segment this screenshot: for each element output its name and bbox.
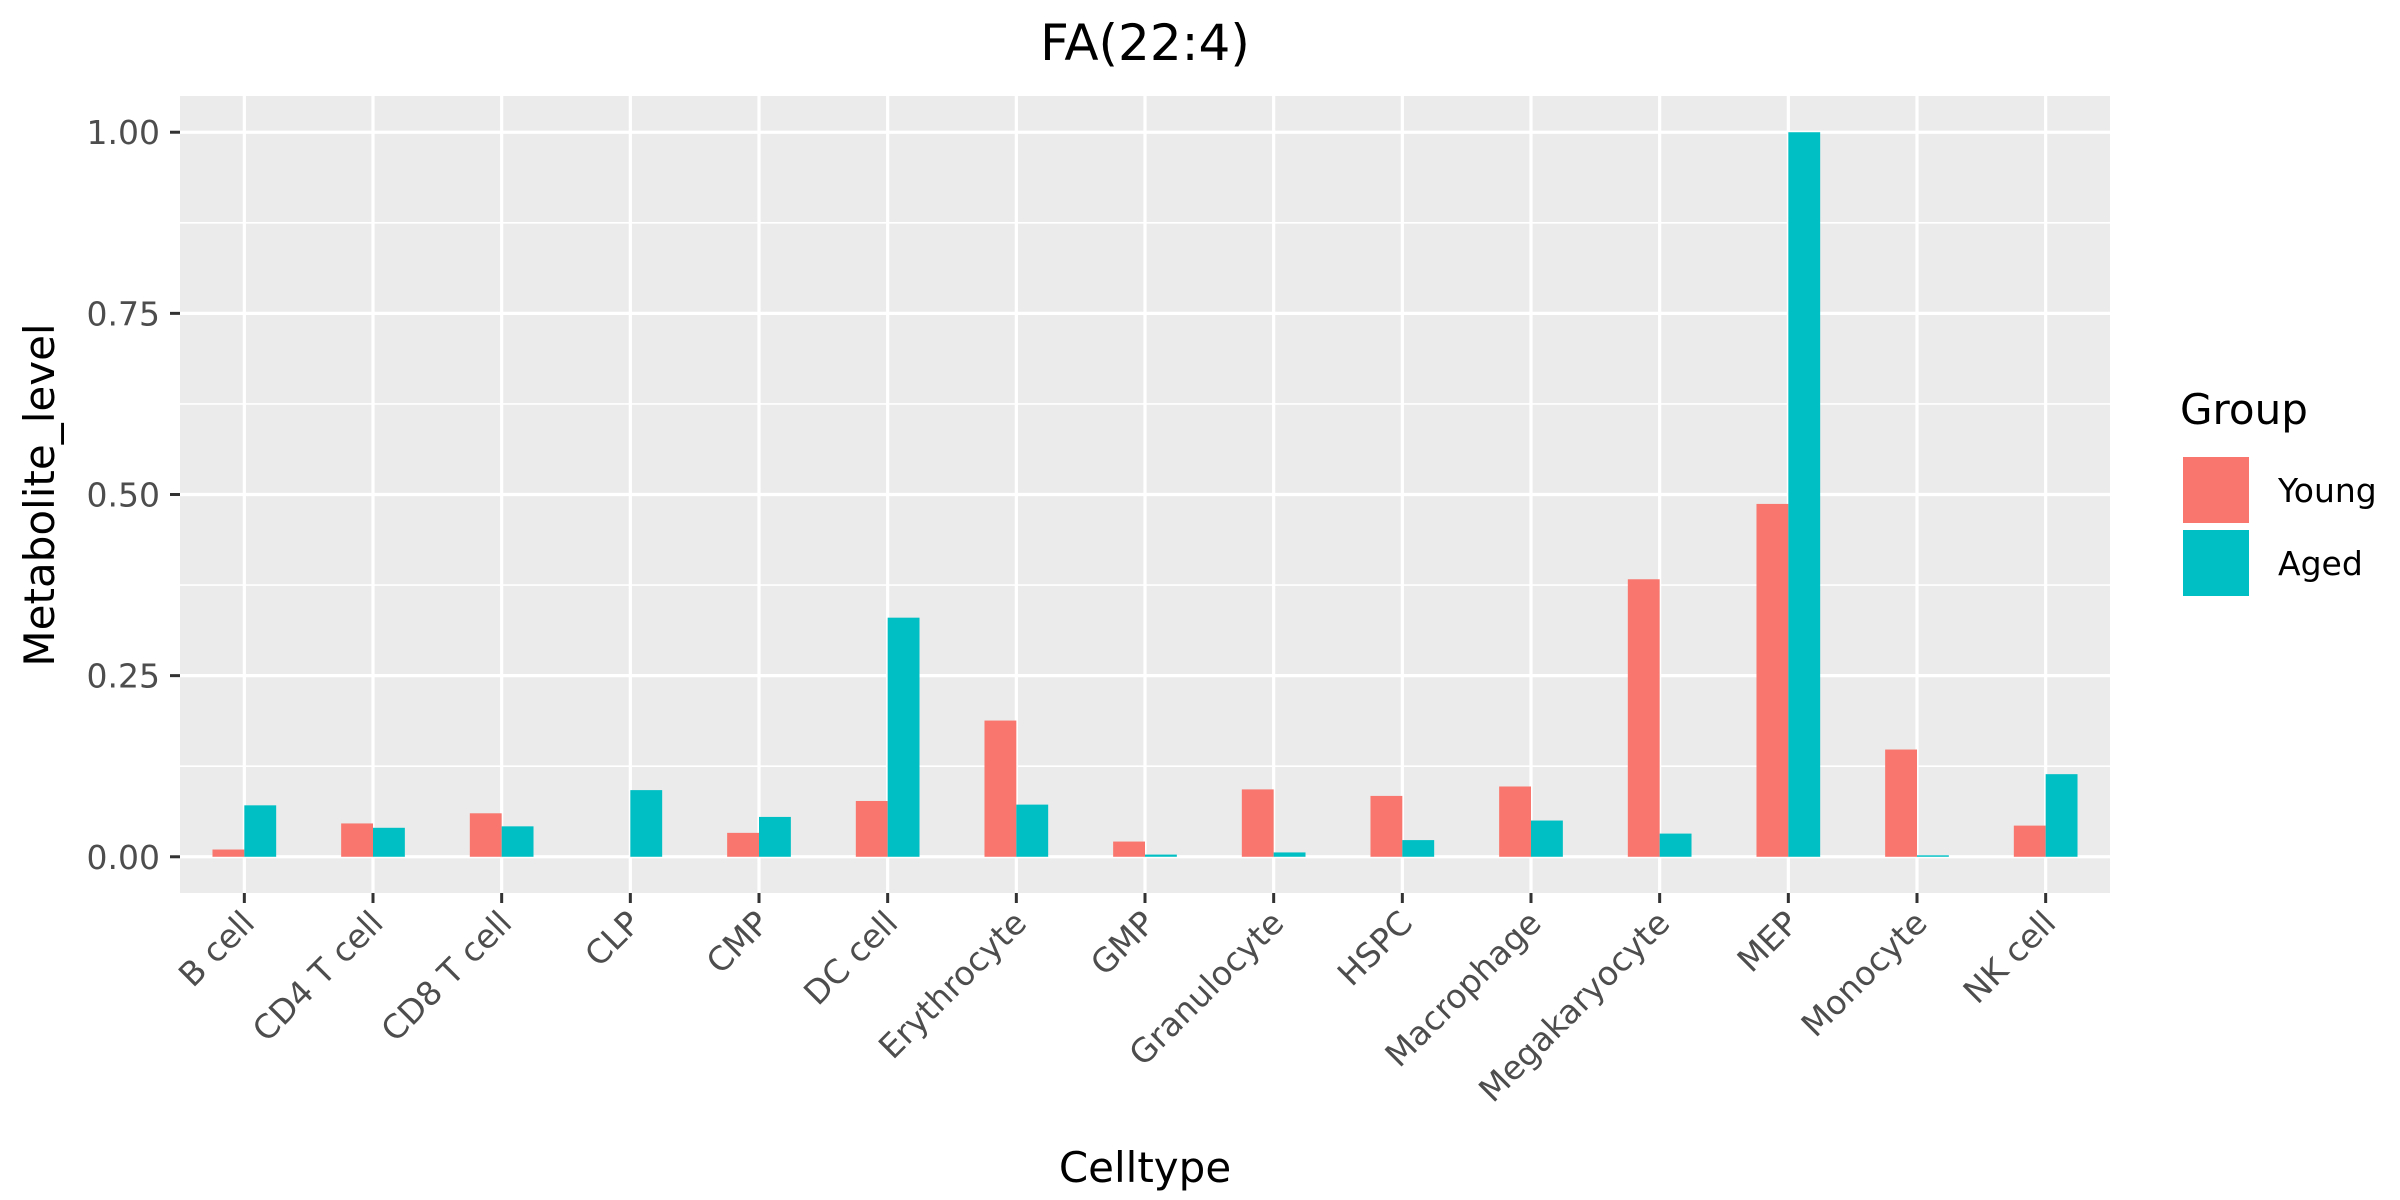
bar-young [1499, 786, 1531, 857]
x-tick-label: CD4 T cell [245, 903, 391, 1049]
bar-young [469, 813, 502, 857]
y-axis: 0.00 0.25 0.50 0.75 1.00 [87, 113, 180, 877]
bar-young [1885, 749, 1917, 857]
bar-aged [887, 617, 920, 857]
x-tick-label: NK cell [1955, 903, 2063, 1011]
x-tick-label: HSPC [1330, 903, 1420, 993]
x-tick-label: Monocyte [1793, 903, 1934, 1044]
x-tick-label: CD8 T cell [373, 903, 519, 1049]
bar-aged [501, 826, 534, 857]
x-tick-label: MEP [1729, 903, 1806, 980]
bar-aged [759, 816, 791, 857]
chart-title: FA(22:4) [1040, 14, 1250, 72]
bar-aged [244, 805, 277, 857]
y-axis-title: Metabolite_level [15, 323, 64, 666]
bar-aged [1659, 833, 1692, 857]
bar-young [341, 823, 373, 857]
bar-young [1113, 841, 1145, 857]
bar-aged [1917, 855, 1949, 857]
bar-aged [1531, 820, 1563, 857]
x-tick-label: CMP [699, 903, 777, 981]
bar-young [1370, 795, 1403, 857]
x-tick-label: CLP [577, 903, 648, 974]
y-tick-label: 0.75 [87, 294, 160, 333]
y-tick-label: 1.00 [87, 113, 160, 152]
bar-young [1627, 579, 1660, 857]
bar-aged [1016, 804, 1049, 857]
x-tick-label: B cell [171, 903, 262, 994]
legend-title: Group [2180, 385, 2308, 434]
legend-label: Young [2277, 471, 2377, 510]
legend-key-aged [2183, 530, 2249, 596]
bar-young [212, 849, 245, 857]
y-tick-label: 0.25 [87, 657, 160, 696]
bar-aged [373, 827, 405, 857]
bar-young [984, 720, 1017, 857]
legend-label: Aged [2278, 544, 2363, 583]
bar-young [855, 800, 888, 857]
legend: Group Young Aged [2180, 385, 2377, 596]
bar-aged [1402, 840, 1435, 857]
legend-key-young [2183, 457, 2249, 523]
x-axis-title: Celltype [1059, 1143, 1231, 1192]
x-tick-label: GMP [1083, 903, 1163, 983]
bar-aged [1145, 854, 1177, 857]
bar-young [1241, 789, 1274, 857]
x-tick-label: DC cell [796, 903, 905, 1012]
bar-aged [1788, 132, 1821, 857]
bar-young [1756, 503, 1789, 857]
bar-aged [1273, 852, 1306, 857]
bar-young [727, 832, 759, 857]
bar-young [2013, 825, 2046, 857]
bar-aged [630, 790, 663, 857]
y-tick-label: 0.00 [87, 838, 160, 877]
bars [212, 132, 2078, 857]
y-tick-label: 0.50 [87, 476, 160, 515]
bar-aged [2045, 774, 2078, 857]
